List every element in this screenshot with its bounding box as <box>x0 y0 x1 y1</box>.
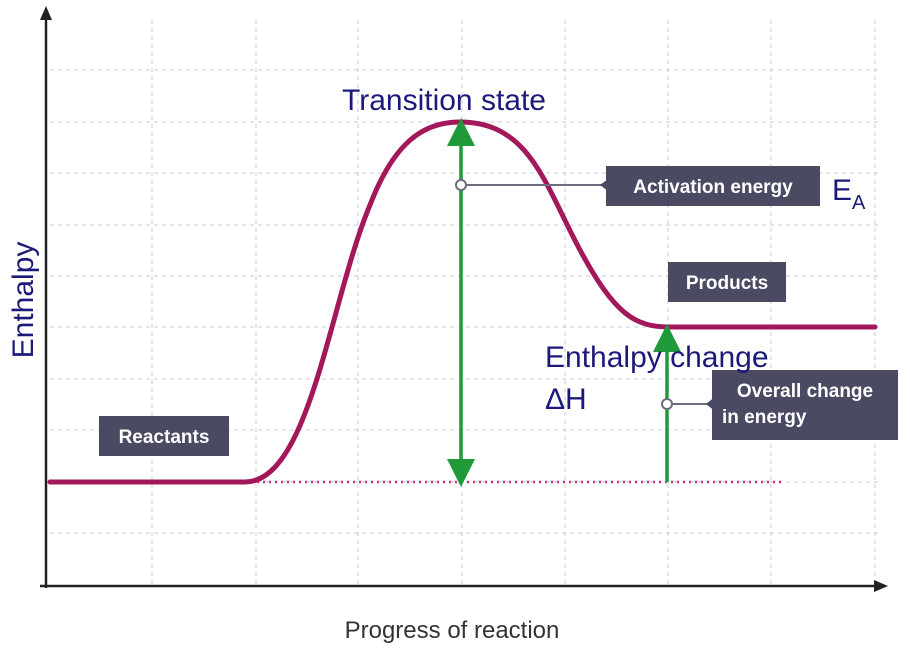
products-label: Products <box>668 262 786 302</box>
x-axis-arrowhead <box>874 580 888 592</box>
overall-change-label: Overall change in energy <box>712 370 898 440</box>
overall-change-point <box>661 398 673 410</box>
y-axis-title: Enthalpy <box>7 242 40 359</box>
overall-change-text-line2: in energy <box>722 407 807 428</box>
axes <box>40 6 888 592</box>
overall-change-text-line1: Overall change <box>737 381 873 402</box>
delta-h-label: ΔH <box>545 383 587 416</box>
activation-energy-label: Activation energy <box>606 166 820 206</box>
y-axis-arrowhead <box>40 6 52 20</box>
enthalpy-change-label: Enthalpy change <box>545 341 769 374</box>
activation-energy-text: Activation energy <box>633 177 793 198</box>
reactants-text: Reactants <box>119 427 210 448</box>
x-axis-title: Progress of reaction <box>345 617 560 644</box>
transition-state-label: Transition state <box>342 84 546 117</box>
ea-symbol: EA <box>832 174 866 214</box>
reactants-label: Reactants <box>99 416 229 456</box>
activation-energy-point <box>455 179 467 191</box>
products-text: Products <box>686 273 768 294</box>
